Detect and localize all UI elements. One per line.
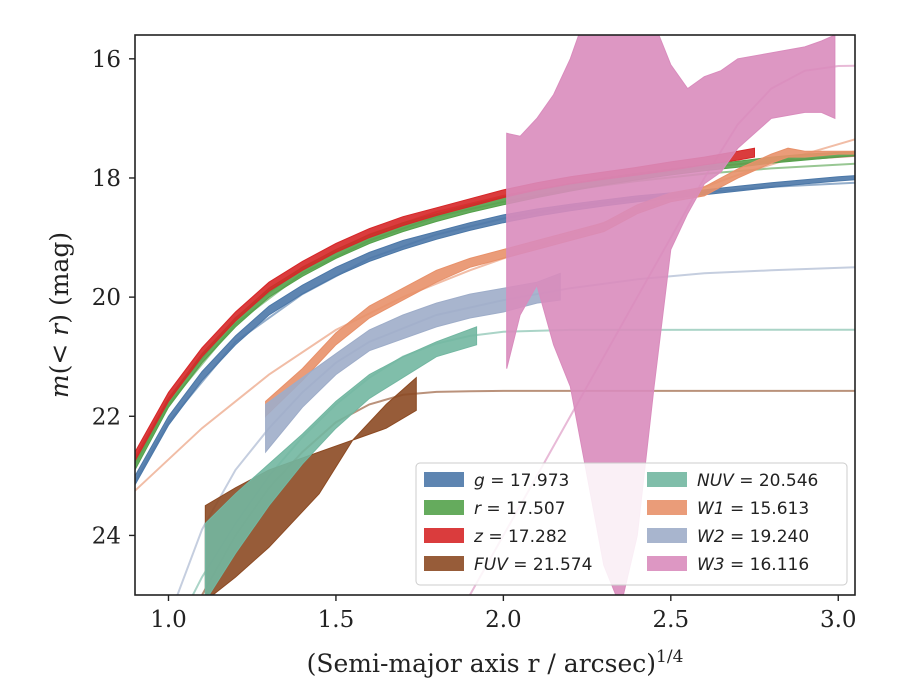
legend-box bbox=[415, 462, 848, 586]
y-tick-label: 24 bbox=[92, 523, 121, 549]
plot-frame bbox=[134, 34, 856, 596]
y-tick-label: 16 bbox=[92, 47, 121, 73]
x-axis: 1.0 1.5 2.0 2.5 3.0 bbox=[150, 595, 857, 633]
legend-swatch-w3 bbox=[647, 556, 687, 571]
legend: g = 17.973 r = 17.507 z = 17.282 FUV = 21.5… bbox=[415, 462, 848, 586]
legend-label-fuv: FUV = 21.574 bbox=[474, 555, 592, 575]
y-tick-label: 18 bbox=[92, 166, 121, 192]
x-axis-label: (Semi-major axis r / arcsec)1/4 bbox=[307, 647, 684, 678]
band-z bbox=[135, 147, 755, 463]
legend-swatch-nuv bbox=[647, 472, 687, 487]
legend-label-w3: W3 = 16.116 bbox=[697, 555, 809, 575]
legend-label-nuv: NUV = 20.546 bbox=[697, 471, 818, 491]
y-tick-label: 22 bbox=[92, 404, 121, 430]
x-tick-label: 1.0 bbox=[150, 607, 187, 633]
legend-label-w2: W2 = 19.240 bbox=[697, 527, 809, 547]
legend-swatch-g bbox=[424, 472, 464, 487]
band-nuv bbox=[204, 326, 478, 595]
legend-label-g: g = 17.973 bbox=[474, 471, 569, 491]
band-g bbox=[135, 175, 855, 486]
x-tick-label: 1.5 bbox=[318, 607, 355, 633]
band-w1 bbox=[265, 147, 855, 418]
x-tick-label: 2.5 bbox=[653, 607, 690, 633]
legend-swatch-r bbox=[424, 500, 464, 515]
y-tick-label: 20 bbox=[92, 285, 121, 311]
x-tick-label: 3.0 bbox=[820, 607, 857, 633]
legend-swatch-z bbox=[424, 528, 464, 543]
x-tick-label: 2.0 bbox=[485, 607, 522, 633]
legend-label-z: z = 17.282 bbox=[473, 527, 567, 547]
legend-label-r: r = 17.507 bbox=[474, 499, 566, 519]
legend-swatch-w2 bbox=[647, 528, 687, 543]
y-axis: 16 18 20 22 24 bbox=[92, 47, 135, 549]
band-fuv bbox=[204, 376, 417, 595]
legend-swatch-w1 bbox=[647, 500, 687, 515]
legend-label-w1: W1 = 15.613 bbox=[697, 499, 809, 519]
legend-swatch-fuv bbox=[424, 556, 464, 571]
y-axis-label: m(< r) (mag) bbox=[45, 232, 74, 398]
